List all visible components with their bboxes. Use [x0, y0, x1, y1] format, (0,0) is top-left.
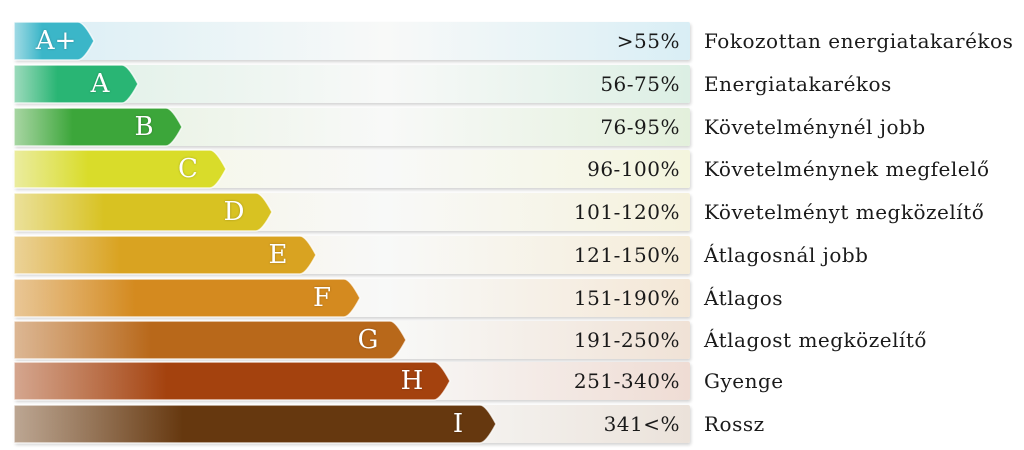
rating-row: D 101-120%: [13, 192, 690, 232]
rating-grade: A: [90, 69, 110, 99]
rating-row: H 251-340%: [13, 361, 690, 401]
rating-range: 251-340%: [573, 369, 680, 393]
rating-arrow-shape: [13, 361, 451, 401]
rating-arrow: [13, 64, 139, 104]
rating-label: Követelménynél jobb: [704, 115, 926, 139]
rating-arrow: [13, 149, 227, 189]
rating-range: 76-95%: [600, 115, 680, 139]
rating-grade: A+: [35, 26, 77, 56]
rating-arrow-shape: [13, 21, 95, 61]
rating-row: G 191-250%: [13, 320, 690, 360]
rating-row: I 341<%: [13, 404, 690, 444]
rating-arrow-shape: [13, 320, 407, 360]
rating-label: Átlagost megközelítő: [704, 328, 927, 352]
rating-track: [14, 22, 690, 60]
rating-label: Gyenge: [704, 369, 784, 393]
rating-grade: C: [178, 154, 198, 184]
rating-row: F 151-190%: [13, 278, 690, 318]
rating-arrow: [13, 404, 497, 444]
rating-arrow: [13, 21, 95, 61]
rating-arrow-shape: [13, 278, 361, 318]
rating-row: B 76-95%: [13, 107, 690, 147]
rating-range: 341<%: [603, 412, 680, 436]
rating-grade: F: [312, 283, 332, 313]
rating-row: A 56-75%: [13, 64, 690, 104]
rating-row: C 96-100%: [13, 149, 690, 189]
rating-label: Átlagos: [704, 286, 784, 310]
rating-label: Követelményt megközelítő: [704, 200, 985, 224]
rating-grade: E: [268, 240, 288, 270]
rating-arrow-shape: [13, 235, 317, 275]
rating-arrow: [13, 361, 451, 401]
rating-arrow-shape: [13, 64, 139, 104]
rating-range: 121-150%: [573, 243, 680, 267]
rating-range: 191-250%: [573, 328, 680, 352]
rating-arrow-shape: [13, 149, 227, 189]
rating-arrow: [13, 278, 361, 318]
rating-label: Rossz: [704, 412, 765, 436]
rating-range: 96-100%: [587, 157, 680, 181]
rating-arrow: [13, 320, 407, 360]
rating-label: Követelménynek megfelelő: [704, 157, 990, 181]
rating-grade: I: [452, 409, 464, 439]
rating-label: Átlagosnál jobb: [704, 243, 869, 267]
rating-grade: B: [134, 112, 154, 142]
rating-label: Fokozottan energiatakarékos: [704, 29, 1014, 53]
rating-arrow: [13, 192, 273, 232]
rating-grade: D: [223, 197, 245, 227]
rating-arrow: [13, 107, 183, 147]
rating-row: A+ >55%: [13, 21, 690, 61]
rating-row: E 121-150%: [13, 235, 690, 275]
rating-arrow-shape: [13, 192, 273, 232]
rating-arrow-shape: [13, 107, 183, 147]
rating-grade: H: [400, 366, 424, 396]
rating-arrow-shape: [13, 404, 497, 444]
rating-arrow: [13, 235, 317, 275]
rating-range: 56-75%: [600, 72, 680, 96]
rating-range: 151-190%: [573, 286, 680, 310]
rating-range: >55%: [616, 29, 680, 53]
rating-range: 101-120%: [573, 200, 680, 224]
rating-grade: G: [357, 325, 379, 355]
rating-label: Energiatakarékos: [704, 72, 892, 96]
